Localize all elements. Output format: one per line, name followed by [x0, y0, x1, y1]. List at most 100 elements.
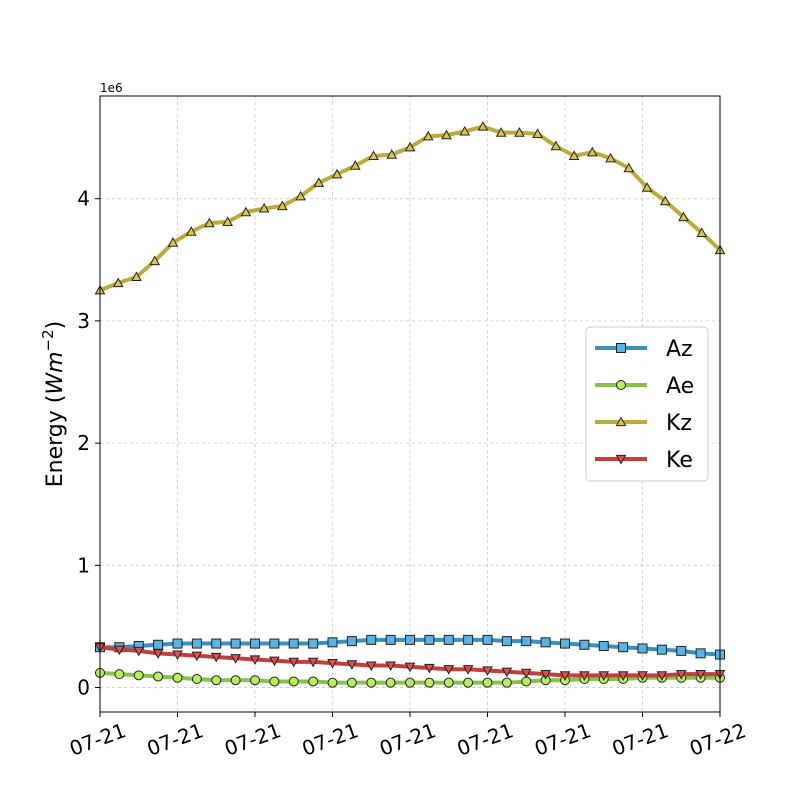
legend-label: Az: [666, 337, 693, 362]
x-tick-label: 07-21: [221, 718, 284, 760]
data-point-ke: [346, 660, 358, 670]
data-point-kz: [313, 177, 325, 187]
data-point-ke: [327, 659, 338, 669]
data-point-az: [656, 644, 667, 655]
data-point-ae: [308, 676, 319, 687]
data-point-ke: [404, 662, 416, 673]
x-tick-label: 07-21: [454, 718, 517, 760]
data-point-ke: [191, 651, 203, 662]
data-point-ke: [675, 670, 687, 680]
data-point-kz: [112, 277, 124, 288]
data-point-az: [424, 634, 435, 645]
data-point-kz: [240, 206, 252, 217]
data-point-az: [618, 642, 629, 653]
data-point-kz: [222, 216, 233, 226]
data-point-ae: [172, 672, 183, 683]
y-tick-label: 3: [77, 309, 90, 333]
x-tick-label: 07-22: [686, 718, 749, 760]
legend-item-kz: Kz: [595, 411, 692, 436]
data-point-ae: [133, 670, 144, 681]
data-point-kz: [349, 160, 361, 170]
data-point-ke: [443, 665, 455, 675]
legend-item-ae: Ae: [595, 374, 694, 399]
data-point-ke: [501, 667, 513, 678]
data-point-ke: [482, 666, 493, 676]
data-point-ke: [559, 671, 571, 681]
data-point-az: [482, 634, 493, 645]
data-point-ae: [405, 677, 415, 688]
data-point-ae: [230, 675, 241, 686]
data-point-kz: [277, 200, 288, 211]
y-axis-label-exponent: −2: [39, 329, 57, 351]
data-point-ae: [191, 674, 202, 684]
data-point-kz: [641, 182, 653, 192]
legend-label: Ke: [666, 448, 693, 473]
data-point-ae: [269, 676, 280, 687]
data-point-ke: [579, 671, 590, 681]
data-point-ke: [172, 650, 183, 661]
x-axis: 07-21 07-21 07-21 07-21 07-21 07-21 07-21 07-21…: [66, 712, 749, 761]
data-point-az: [230, 638, 241, 649]
data-point-ae: [501, 677, 512, 688]
data-point-az: [676, 645, 687, 656]
data-point-kz: [404, 141, 416, 152]
data-point-ke: [540, 670, 551, 680]
legend-item-az: Az: [595, 337, 693, 362]
data-point-ke: [307, 657, 319, 668]
data-point-kz: [659, 195, 671, 206]
data-point-az: [211, 638, 222, 649]
data-point-kz: [331, 168, 343, 179]
data-point-ke: [598, 671, 610, 681]
data-point-az: [579, 639, 590, 650]
data-point-az: [463, 634, 474, 645]
data-point-ae: [385, 677, 396, 688]
data-point-az: [327, 637, 338, 648]
data-point-kz: [422, 130, 434, 141]
data-point-az: [560, 638, 570, 649]
data-point-kz: [368, 150, 379, 160]
data-point-az: [288, 638, 299, 649]
data-point-kz: [678, 211, 689, 222]
data-point-kz: [532, 128, 543, 138]
y-axis-label: Energy (Wm−2): [39, 321, 68, 488]
legend-label: Ae: [666, 374, 694, 399]
data-point-kz: [550, 140, 562, 151]
data-point-ke: [424, 663, 435, 674]
data-point-az: [405, 634, 415, 645]
data-point-az: [172, 638, 183, 649]
series-layer: [94, 121, 726, 688]
data-point-kz: [258, 202, 270, 213]
data-point-kz: [568, 150, 580, 160]
y-axis-label-text: Energy (: [43, 395, 68, 488]
x-tick-label: 07-21: [144, 718, 207, 760]
data-point-ae: [153, 671, 164, 682]
data-point-ae: [211, 675, 222, 686]
data-point-kz: [131, 271, 142, 281]
legend-box: [585, 326, 709, 482]
data-point-az: [598, 641, 609, 651]
series-kz: [94, 121, 726, 295]
data-point-kz: [477, 121, 489, 131]
legend-swatch-marker: [615, 416, 627, 427]
data-point-az: [385, 634, 396, 645]
data-point-ke: [520, 668, 532, 679]
data-point-ke: [114, 645, 125, 656]
data-point-kz: [185, 226, 197, 236]
data-point-az: [540, 637, 551, 648]
y-tick-label: 0: [77, 676, 90, 700]
x-tick-label: 07-21: [376, 718, 439, 760]
series-ke: [94, 643, 726, 681]
data-point-ke: [249, 655, 261, 665]
data-point-kz: [623, 162, 635, 173]
data-point-ae: [366, 677, 377, 688]
data-point-kz: [204, 217, 215, 228]
data-point-kz: [587, 146, 598, 157]
x-tick-label: 07-21: [609, 718, 672, 760]
data-point-ke: [617, 671, 629, 681]
data-point-az: [501, 636, 512, 647]
data-point-kz: [495, 127, 507, 137]
data-point-ae: [114, 669, 125, 680]
data-point-az: [191, 638, 202, 649]
data-point-az: [308, 638, 319, 649]
